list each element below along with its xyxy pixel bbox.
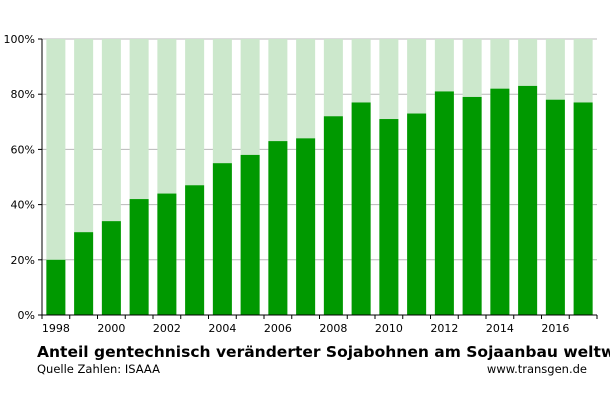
x-tick-label: 2000	[97, 322, 125, 335]
y-tick-label: 100%	[4, 33, 35, 46]
y-tick-labels: 0% 20% 40% 60% 80% 100%	[4, 33, 35, 322]
data-bar	[573, 102, 593, 315]
data-bar	[101, 221, 121, 315]
data-bar	[407, 113, 427, 316]
data-bar	[240, 154, 260, 315]
y-tick-label: 60%	[11, 143, 35, 156]
chart-title: Anteil gentechnisch veränderter Sojabohn…	[37, 343, 610, 361]
data-bar	[296, 138, 316, 315]
data-bar	[434, 91, 454, 315]
y-tick-label: 0%	[18, 309, 35, 322]
x-tick-label: 2016	[541, 322, 569, 335]
data-bar	[212, 163, 232, 315]
source-note: Quelle Zahlen: ISAAA	[37, 362, 160, 376]
data-bar	[518, 85, 538, 315]
y-tick-label: 80%	[11, 88, 35, 101]
website-label: www.transgen.de	[486, 362, 587, 376]
y-tick-label: 20%	[11, 254, 35, 267]
data-bar	[351, 102, 371, 315]
data-bar	[129, 199, 149, 315]
data-bar	[462, 96, 482, 316]
x-tick-label: 2002	[153, 322, 181, 335]
x-tick-label: 2014	[486, 322, 514, 335]
x-tick-label: 1998	[42, 322, 70, 335]
data-bar	[185, 185, 205, 315]
data-bar	[379, 119, 399, 315]
y-tick-label: 40%	[11, 199, 35, 212]
background-bar	[46, 39, 66, 315]
x-tick-labels: 1998 2000 2002 2004 2006 2008 2010 2012 2014 2016	[42, 322, 570, 335]
data-bar	[545, 99, 565, 315]
x-tick-label: 2010	[375, 322, 403, 335]
data-bar	[268, 141, 288, 315]
data-bar	[74, 232, 94, 315]
x-tick-label: 2008	[319, 322, 347, 335]
data-bar	[157, 193, 177, 315]
axes	[38, 38, 598, 319]
x-tick-label: 2006	[264, 322, 292, 335]
x-tick-label: 2012	[430, 322, 458, 335]
grid-lines	[42, 38, 597, 261]
data-bar	[46, 259, 66, 315]
data-bars	[46, 85, 593, 316]
background-bars	[46, 39, 593, 315]
data-bar	[490, 88, 510, 316]
data-bar	[323, 116, 343, 315]
x-tick-label: 2004	[208, 322, 236, 335]
